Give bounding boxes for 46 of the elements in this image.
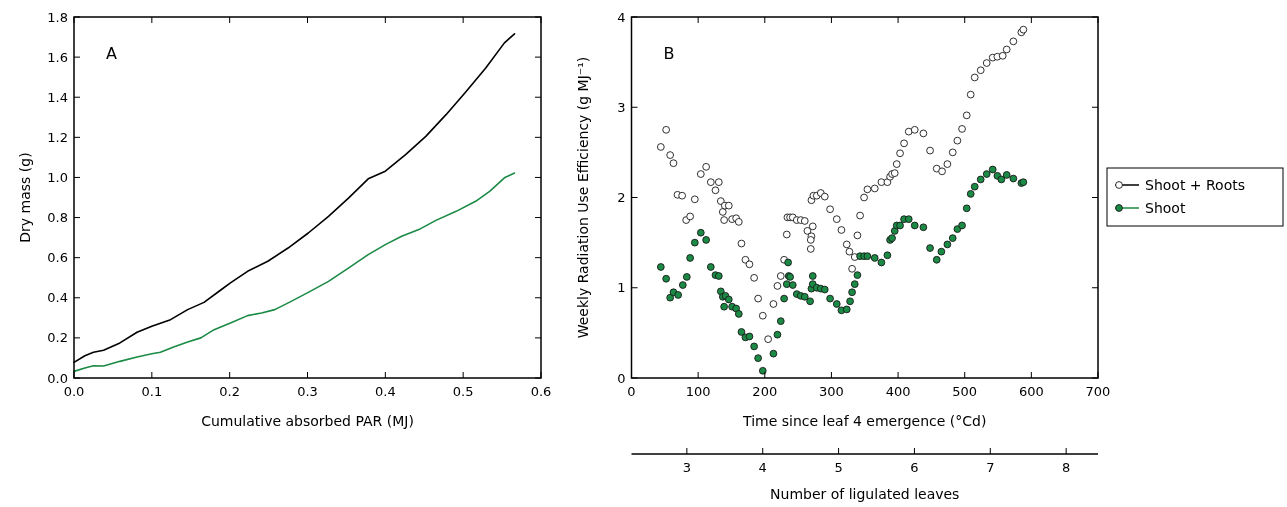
y-tick-label: 0.8 [47,210,68,226]
line-series [73,172,516,373]
x-tick-label: 300 [819,384,844,399]
x2-tick-label: 5 [834,460,843,475]
y-tick-label: 0.6 [47,250,68,266]
x-tick-label: 400 [885,384,911,399]
x-tick-label: 0.6 [530,384,552,399]
y-tick-label: 1.8 [47,9,68,25]
x-tick-label: 0.4 [374,384,396,399]
y-tick-label: 0 [617,370,626,386]
x-axis-title: Cumulative absorbed PAR (MJ) [201,413,414,429]
x-tick-label: 0.2 [219,384,241,399]
x-tick-label: 0 [627,384,636,399]
x-axis-title: Time since leaf 4 emergence (°Cd) [742,413,987,429]
x-tick-label: 200 [752,384,778,399]
y-tick-label: 1 [617,280,626,296]
y-tick-label: 1.6 [47,49,68,65]
y-tick-label: 4 [617,9,626,25]
legend-label: Shoot [1145,200,1186,216]
annotation: A [106,44,117,63]
y-tick-label: 0.0 [47,370,68,386]
x2-tick-label: 4 [758,460,767,475]
x2-axis-title: Number of ligulated leaves [770,486,960,502]
x2-tick-label: 7 [986,460,995,475]
x2-tick-label: 6 [910,460,919,475]
y-tick-label: 0.4 [47,290,68,306]
y-tick-label: 2 [617,190,626,205]
y-tick-label: 0.2 [47,330,68,346]
x-tick-label: 0.0 [63,384,85,399]
y-tick-label: 1.4 [47,89,68,105]
x-tick-label: 100 [685,384,711,399]
x-tick-label: 600 [1018,384,1044,399]
x2-tick-label: 8 [1062,460,1071,475]
x-tick-label: 0.3 [297,384,318,399]
y-axis-title: Dry mass (g) [17,152,33,243]
x-tick-label: 0.1 [141,384,163,399]
x-tick-label: 500 [952,384,978,399]
x-tick-label: 700 [1085,384,1111,399]
legend-label: Shoot + Roots [1145,177,1246,193]
y-tick-label: 1.2 [47,129,68,145]
y-axis-title: Weekly Radiation Use Efficiency (g MJ⁻¹) [574,56,591,339]
x-tick-label: 0.5 [452,384,474,399]
y-tick-label: 1.0 [47,169,68,185]
x2-tick-label: 3 [682,460,692,475]
y-tick-label: 3 [617,99,626,115]
annotation: B [663,44,675,63]
